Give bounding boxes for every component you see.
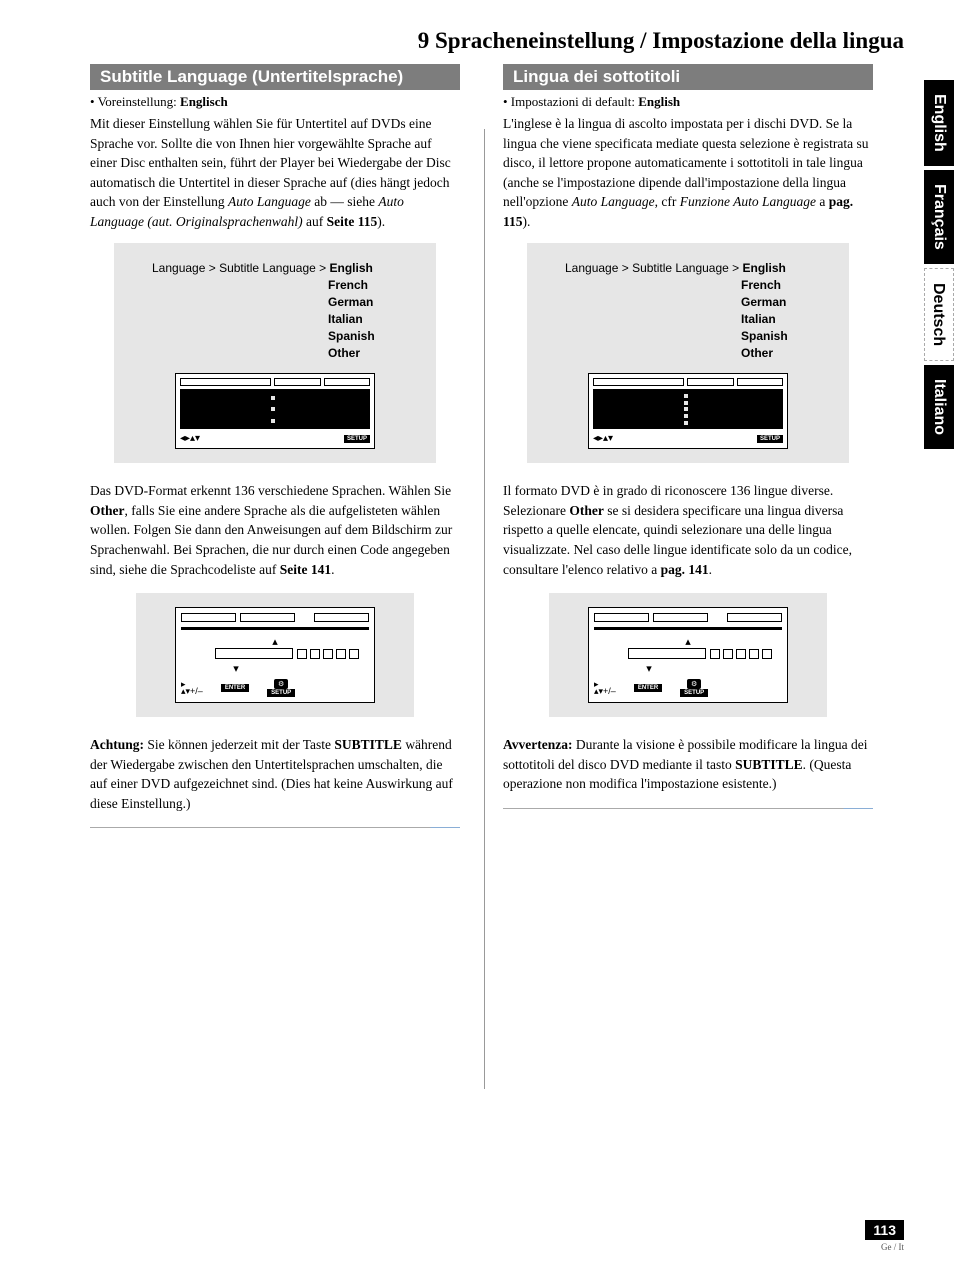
tab-francais[interactable]: Français <box>924 170 954 264</box>
arrow-up-icon: ▴ <box>266 635 284 648</box>
menu-options: French German Italian Spanish Other <box>128 277 422 361</box>
body-other-it: Il formato DVD è in grado di riconoscere… <box>503 481 873 579</box>
german-column: Subtitle Language (Untertitelsprache) • … <box>90 64 460 1089</box>
section-divider <box>90 827 460 828</box>
enter-badge: ENTER <box>634 684 662 692</box>
tab-deutsch[interactable]: Deutsch <box>924 268 954 361</box>
body-other-de: Das DVD-Format erkennt 136 verschiedene … <box>90 481 460 579</box>
dpad-icon: ▸▴▾+/– <box>594 681 616 695</box>
arrow-up-icon: ▴ <box>679 635 697 648</box>
intro-text-it: L'inglese è la lingua di ascolto imposta… <box>503 114 873 231</box>
tab-italiano[interactable]: Italiano <box>924 365 954 449</box>
chapter-title: 9 Spracheneinstellung / Impostazione del… <box>0 0 954 64</box>
menu-screenshot-it: Language > Subtitle Language > English F… <box>527 243 849 463</box>
remote-diagram: ▴ ▾ ▸▴▾+/– ENTER ⚙ SETUP <box>588 607 788 703</box>
menu-screenshot-de: Language > Subtitle Language > English F… <box>114 243 436 463</box>
intro-text-de: Mit dieser Einstellung wählen Sie für Un… <box>90 114 460 231</box>
remote-screenshot-de: ▴ ▾ ▸▴▾+/– ENTER ⚙ SETUP <box>136 593 414 717</box>
page-footer: 113 Ge / It <box>865 1220 904 1252</box>
player-diagram: ◂▸▴▾ SETUP <box>175 373 375 449</box>
remote-diagram: ▴ ▾ ▸▴▾+/– ENTER ⚙ SETUP <box>175 607 375 703</box>
italian-column: Lingua dei sottotitoli • Impostazioni di… <box>503 64 873 1089</box>
note-de: Achtung: Sie können jederzeit mit der Ta… <box>90 735 460 813</box>
note-it: Avvertenza: Durante la visione è possibi… <box>503 735 873 794</box>
menu-options: French German Italian Spanish Other <box>541 277 835 361</box>
setup-badge: SETUP <box>757 435 783 443</box>
player-diagram: ◂▸▴▾ SETUP <box>588 373 788 449</box>
arrow-down-icon: ▾ <box>227 662 245 675</box>
nav-arrows-icon: ◂▸▴▾ <box>180 433 200 444</box>
setup-badge: SETUP <box>344 435 370 443</box>
section-divider <box>503 808 873 809</box>
menu-path: Language > Subtitle Language > English <box>541 261 835 275</box>
column-divider <box>484 129 485 1089</box>
setup-icon: ⚙ SETUP <box>680 679 708 697</box>
dpad-icon: ▸▴▾+/– <box>181 681 203 695</box>
default-setting-de: • Voreinstellung: Englisch <box>90 94 460 110</box>
tab-english[interactable]: English <box>924 80 954 166</box>
language-tabs: English Français Deutsch Italiano <box>924 80 954 449</box>
enter-badge: ENTER <box>221 684 249 692</box>
default-setting-it: • Impostazioni di default: English <box>503 94 873 110</box>
section-header-de: Subtitle Language (Untertitelsprache) <box>90 64 460 90</box>
menu-path: Language > Subtitle Language > English <box>128 261 422 275</box>
nav-arrows-icon: ◂▸▴▾ <box>593 433 613 444</box>
page-number: 113 <box>865 1220 904 1240</box>
arrow-down-icon: ▾ <box>640 662 658 675</box>
remote-screenshot-it: ▴ ▾ ▸▴▾+/– ENTER ⚙ SETUP <box>549 593 827 717</box>
page-locale: Ge / It <box>865 1242 904 1252</box>
setup-icon: ⚙ SETUP <box>267 679 295 697</box>
section-header-it: Lingua dei sottotitoli <box>503 64 873 90</box>
